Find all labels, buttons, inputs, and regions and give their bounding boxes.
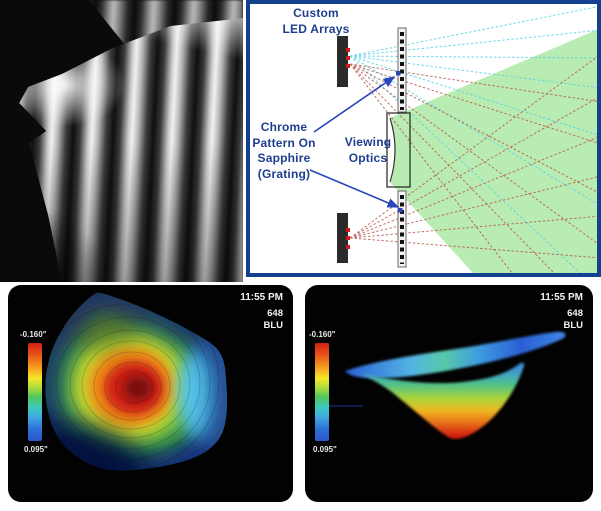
annotation-arrows	[309, 76, 400, 208]
schematic-drawing	[309, 6, 597, 273]
grating-target-dot-top	[396, 71, 401, 76]
cyan-rays	[349, 6, 597, 273]
led-dots-top	[346, 48, 350, 68]
surface-map-front-panel: 11:55 PM 648 BLU -0.160" 0.095"	[8, 285, 293, 502]
colorbar	[315, 343, 329, 441]
surface-map-side-panel: 11:55 PM 648 BLU -0.160" 0.095"	[305, 285, 593, 502]
fringe-part-shading	[19, 18, 243, 282]
colorbar-max-label: -0.160"	[20, 330, 47, 339]
viewing-optics-outline	[386, 112, 411, 188]
side-view-artifact-streak	[317, 405, 363, 407]
exam-number: 648	[567, 308, 583, 319]
exam-number: 648	[267, 308, 283, 319]
surface-map-side-render	[317, 331, 566, 440]
projection-beam	[390, 29, 597, 273]
surface-map-front-render	[45, 292, 227, 471]
led-dots-bottom	[346, 228, 350, 249]
colorbar-min-label: 0.095"	[313, 445, 337, 454]
label-viewing-optics: Viewing Optics	[344, 135, 392, 165]
timestamp: 11:55 PM	[240, 292, 283, 303]
fringe-part-body	[19, 18, 243, 282]
lens-concave-surface	[389, 117, 396, 183]
label-custom-led-arrays: Custom LED Arrays	[282, 6, 350, 36]
side-view-top-surface	[345, 331, 566, 379]
optical-schematic: Custom LED Arrays Chrome Pattern On Sapp…	[246, 0, 601, 277]
channel-label: BLU	[563, 320, 583, 331]
side-view-bowl	[360, 362, 525, 440]
channel-label: BLU	[263, 320, 283, 331]
led-array-bottom	[337, 213, 348, 263]
grating-target-dot-bottom	[398, 208, 403, 213]
colorbar	[28, 343, 42, 441]
label-chrome-pattern-grating: Chrome Pattern On Sapphire (Grating)	[252, 120, 316, 181]
led-array-top	[337, 36, 348, 87]
colorbar-max-label: -0.160"	[309, 330, 336, 339]
fringe-photograph	[0, 0, 243, 282]
timestamp: 11:55 PM	[540, 292, 583, 303]
colorbar-min-label: 0.095"	[24, 445, 48, 454]
